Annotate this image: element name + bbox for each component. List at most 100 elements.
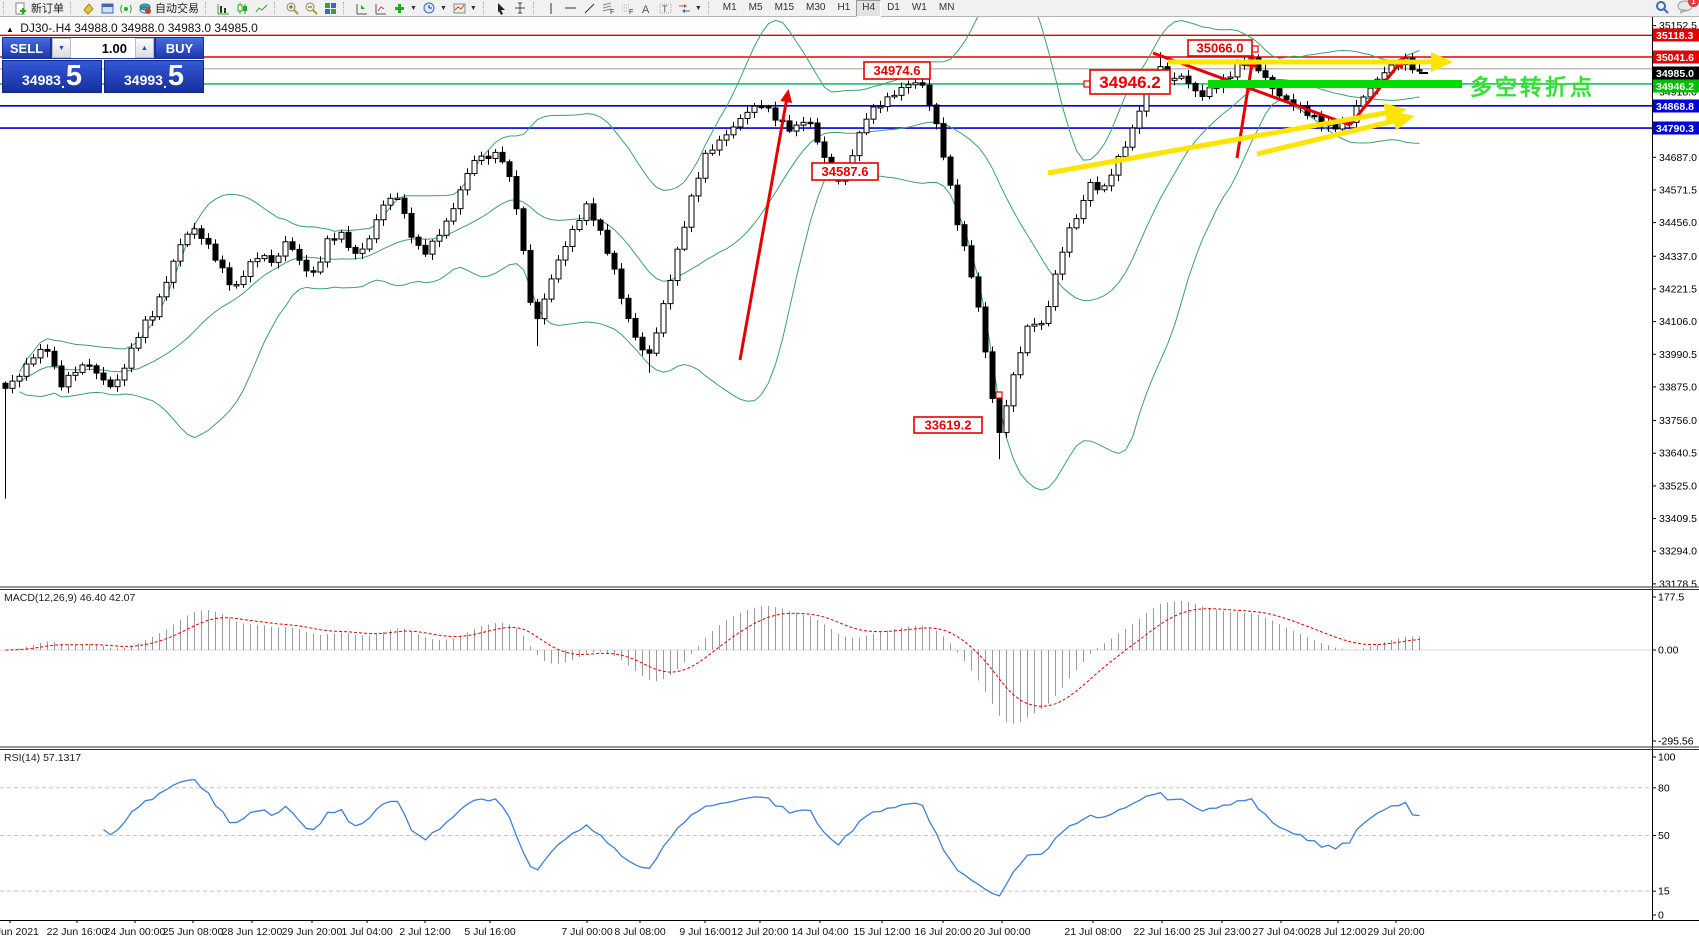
tile-windows-button[interactable] [321,1,340,16]
bar-chart-mode-button[interactable] [214,1,233,16]
toolbar-grip [70,2,76,14]
svg-text:34106.0: 34106.0 [1659,316,1697,328]
toolbar-grip [707,2,714,14]
svg-text:T: T [662,4,668,14]
rsi-pane [0,778,1652,897]
autotrading-button[interactable]: 自动交易 [136,1,202,16]
crosshair-tool[interactable] [511,1,530,16]
svg-text:28 Jun 12:00: 28 Jun 12:00 [222,926,283,938]
buy-button[interactable]: BUY [155,37,204,59]
grid-tool[interactable]: F [618,1,637,16]
chevron-down-icon: ▼ [469,4,477,12]
autotrading-icon [139,2,152,15]
timeframe-button-m5[interactable]: M5 [748,1,763,13]
market-watch-button[interactable] [98,1,117,16]
svg-text:34974.6: 34974.6 [874,63,921,78]
svg-text:0.00: 0.00 [1658,645,1679,657]
svg-text:35066.0: 35066.0 [1197,41,1244,56]
svg-text:34985.0: 34985.0 [1656,68,1694,80]
chat-badge: 1 [1688,0,1699,7]
svg-text:12 Jul 20:00: 12 Jul 20:00 [731,926,788,938]
svg-text:0: 0 [1658,910,1664,922]
indicator-window-button[interactable] [371,1,390,16]
price-annotation-label[interactable]: 35066.0 [1187,39,1253,57]
sell-button[interactable]: SELL [2,37,51,59]
chat-icon[interactable]: 1 [1677,0,1699,17]
line-chart-mode-button[interactable] [252,1,271,16]
price-annotation-label[interactable]: 33619.2 [913,416,983,434]
sell-price-fraction: 5 [65,60,82,92]
cursor-tool[interactable] [492,1,511,16]
toolbar-grip [205,2,211,14]
timeframe-button-h4[interactable]: H4 [856,0,882,17]
main-toolbar: 新订单 自动交易 ▼ ▼ ▼ F F A T ▼ [0,0,1699,17]
sell-price-display[interactable]: 34983. 5 [2,60,102,93]
price-annotation-label[interactable]: 34974.6 [863,61,931,80]
buy-price-fraction: 5 [167,60,184,92]
timeframe-button-h1[interactable]: H1 [837,1,851,13]
svg-text:25 Jun 08:00: 25 Jun 08:00 [163,926,224,938]
window-icon [101,2,114,15]
svg-text:35152.5: 35152.5 [1659,20,1697,32]
fibonacci-tool[interactable]: F [599,1,618,16]
styler-button[interactable] [79,1,98,16]
candles-layer [2,50,1428,499]
macd-pane [0,601,1652,724]
svg-text:177.5: 177.5 [1658,592,1684,604]
volume-widget: ▼ 1.00 ▲ [51,37,155,59]
timeframe-button-m30[interactable]: M30 [806,1,826,13]
symbol-period-label: DJ30-.H4 [20,21,71,35]
timeframe-toolbar: M1 M5 M15 M30 H1 H4 D1 W1 MN [717,0,961,17]
volume-input[interactable]: 1.00 [101,40,127,56]
buy-price-display[interactable]: 34993. 5 [104,60,204,93]
period-dropdown[interactable]: ▼ [420,1,450,16]
chart-area[interactable]: 多空转折点 35066.0 34974.6 34946.2 34587.6 33619.2… [0,16,1699,942]
svg-text:29 Jun 20:00: 29 Jun 20:00 [282,926,343,938]
vertical-line-tool[interactable] [542,1,561,16]
search-icon[interactable] [1655,0,1669,17]
timeframe-button-m1[interactable]: M1 [722,1,737,13]
data-window-button[interactable] [352,1,371,16]
svg-text:34337.0: 34337.0 [1659,251,1697,263]
template-dropdown[interactable]: ▼ [450,1,480,16]
svg-text:21 Jun 2021: 21 Jun 2021 [0,926,39,938]
trendline-tool[interactable] [580,1,599,16]
svg-text:16 Jul 20:00: 16 Jul 20:00 [914,926,971,938]
candle-chart-mode-button[interactable] [233,1,252,16]
timeframe-button-w1[interactable]: W1 [911,1,927,13]
sell-price-main: 34983 [22,72,61,88]
timeframe-button-m15[interactable]: M15 [774,1,795,13]
volume-increase-button[interactable]: ▲ [135,38,154,58]
signals-button[interactable] [117,1,136,16]
chevron-down-icon: ▼ [410,4,417,12]
svg-text:29 Jul 20:00: 29 Jul 20:00 [1367,926,1424,938]
price-annotation-label[interactable]: 34587.6 [811,162,879,181]
price-axis[interactable]: 35152.534918.034687.034571.534456.034337… [1652,17,1699,922]
svg-text:33409.5: 33409.5 [1659,513,1697,525]
one-click-trading-panel: SELL ▼ 1.00 ▲ BUY 34983. 5 34993. 5 [2,37,204,93]
timeframe-button-d1[interactable]: D1 [887,1,900,13]
svg-text:15 Jul 12:00: 15 Jul 12:00 [853,926,910,938]
arrows-tool-dropdown[interactable]: ▼ [675,1,705,16]
green-pivot-bar [1208,80,1462,88]
zoom-out-button[interactable] [302,1,321,16]
text-tool[interactable]: A [637,1,656,16]
svg-text:F: F [629,9,633,15]
horizontal-line-tool[interactable] [561,1,580,16]
price-annotation-label[interactable]: 34946.2 [1089,69,1171,95]
zoom-in-button[interactable] [283,1,302,16]
svg-text:33178.5: 33178.5 [1659,578,1697,590]
new-order-button[interactable]: 新订单 [12,1,67,16]
add-indicator-dropdown[interactable]: ▼ [390,1,420,16]
buy-price-dot: . [162,75,167,91]
svg-text:34571.5: 34571.5 [1659,184,1697,196]
toolbar-right-icons: 1 [1655,0,1699,17]
text-label-tool[interactable]: T [656,1,675,16]
ohlc-values: 34988.0 34988.0 34983.0 34985.0 [74,21,258,35]
volume-decrease-button[interactable]: ▼ [52,38,71,58]
timeframe-button-mn[interactable]: MN [938,1,955,13]
svg-text:14 Jul 04:00: 14 Jul 04:00 [791,926,848,938]
